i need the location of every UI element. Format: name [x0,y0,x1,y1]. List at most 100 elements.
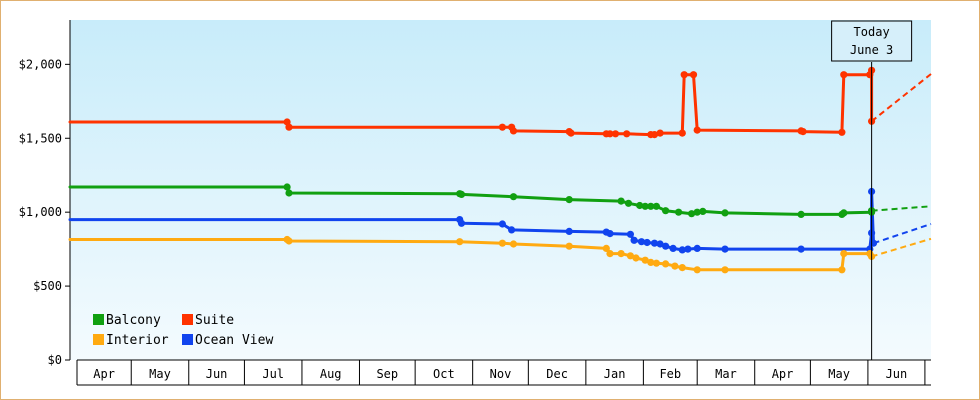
legend-label-interior: Interior [106,333,169,348]
point-suite-14 [656,129,664,137]
today-marker: Today June 3 [831,20,913,360]
point-ocean-view-16 [678,246,686,254]
point-balcony-7 [617,197,625,205]
legend-swatch-balcony [93,314,104,325]
x-tick-label-1: May [149,367,171,381]
point-ocean-view-11 [643,238,651,247]
point-interior-13 [647,258,655,266]
point-interior-10 [626,252,635,260]
x-tick-label-9: Jan [604,367,626,381]
point-balcony-8 [624,199,633,207]
point-interior-2 [285,237,293,245]
point-ocean-view-24 [869,239,878,247]
point-suite-20 [799,128,807,136]
point-ocean-view-17 [684,245,692,253]
legend-label-suite: Suite [195,313,234,328]
point-interior-15 [662,260,670,268]
point-interior-8 [606,250,614,258]
x-tick-label-11: Mar [715,367,737,381]
point-ocean-view-15 [669,244,677,252]
point-balcony-21 [840,209,848,217]
point-ocean-view-19 [721,245,729,253]
point-ocean-view-2 [457,219,466,227]
point-ocean-view-12 [650,239,659,247]
x-tick-label-3: Jul [262,367,284,381]
point-interior-5 [509,240,518,248]
x-tick-label-6: Oct [433,367,455,381]
axes: $0 $500 $1,000 $1,500 $2,000 Apr May Jun Jul Aug S… [19,20,931,386]
point-ocean-view-10 [637,238,646,246]
point-suite-7 [567,129,575,137]
point-balcony-6 [565,196,573,204]
point-balcony-10 [641,202,649,210]
point-suite-21 [838,128,846,136]
legend: Balcony Suite Interior Ocean View [93,313,273,348]
point-interior-7 [602,244,610,252]
point-balcony-12 [652,202,661,210]
point-balcony-13 [662,207,670,215]
point-suite-3 [498,123,506,131]
point-suite-9 [606,130,614,138]
point-suite-15 [678,129,686,137]
point-balcony-2 [285,189,293,197]
point-suite-5 [509,127,518,135]
point-balcony-17 [699,207,707,215]
point-interior-14 [652,259,661,267]
x-tick-label-5: Sep [376,367,398,381]
series-projection-interior [871,237,932,258]
point-interior-16 [671,262,679,270]
legend-label-balcony: Balcony [106,313,161,328]
y-tick-label-4: $2,000 [19,57,62,71]
point-suite-13 [650,131,659,139]
point-balcony-14 [675,208,683,216]
point-ocean-view-13 [656,240,664,248]
point-suite-17 [689,71,698,79]
x-tick-label-10: Feb [659,367,681,381]
point-interior-12 [641,256,649,264]
series-line-interior [68,238,874,272]
point-interior-3 [456,238,464,246]
point-ocean-view-18 [693,244,701,252]
point-balcony-16 [693,208,701,216]
y-tick-label-1: $500 [33,279,62,293]
point-ocean-view-5 [565,227,573,235]
point-suite-2 [285,123,293,131]
x-tick-label-14: Jun [886,367,908,381]
today-label-line1: Today [854,25,890,39]
x-tick-label-13: May [828,367,850,381]
point-interior-21 [840,250,848,258]
point-suite-10 [611,130,620,138]
x-tick-label-0: Apr [93,367,115,381]
series-projection-suite [870,73,932,123]
legend-swatch-interior [93,334,104,345]
point-interior-18 [693,266,701,274]
point-balcony-5 [509,193,518,201]
point-ocean-view-14 [662,242,670,250]
point-interior-4 [498,239,506,247]
plot-background [70,20,931,360]
point-suite-18 [693,126,701,134]
point-balcony-9 [636,201,644,210]
x-tick-label-8: Dec [546,367,568,381]
point-suite-16 [680,71,688,79]
point-interior-6 [565,242,573,250]
series-projection-ocean-view [873,223,932,245]
point-interior-17 [678,264,686,272]
x-tick-label-2: Jun [206,367,228,381]
point-ocean-view-9 [630,236,638,244]
point-interior-11 [632,254,640,262]
x-tick-label-4: Aug [320,367,342,381]
legend-swatch-ocean-view [182,334,193,345]
y-tick-label-0: $0 [48,353,62,367]
point-interior-20 [838,266,846,274]
x-tick-label-7: Nov [490,367,512,381]
point-balcony-4 [457,190,466,198]
x-tick-label-12: Apr [772,367,794,381]
point-ocean-view-7 [606,230,614,238]
today-label-box [831,20,913,62]
y-tick-label-3: $1,500 [19,131,62,145]
point-suite-11 [623,130,631,138]
series-markers [283,66,878,274]
point-balcony-11 [647,202,655,210]
